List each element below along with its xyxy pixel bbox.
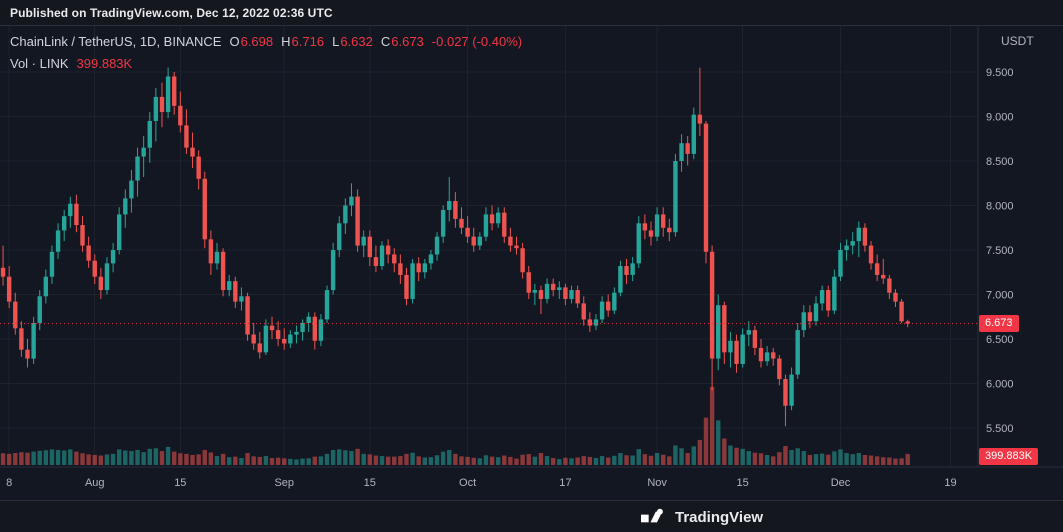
svg-text:15: 15	[364, 477, 376, 489]
published-bar: Published on TradingView.com, Dec 12, 20…	[0, 0, 1063, 26]
svg-text:Aug: Aug	[85, 477, 105, 489]
svg-text:6.500: 6.500	[986, 334, 1014, 346]
svg-text:9.000: 9.000	[986, 112, 1014, 124]
svg-text:6.000: 6.000	[986, 379, 1014, 391]
svg-text:8.500: 8.500	[986, 156, 1014, 168]
svg-text:19: 19	[944, 477, 956, 489]
chart-area: 5.500 6.000 6.500 7.000 7.500 8.000 8.500 9.000…	[0, 26, 1063, 500]
footer-bar: TradingView	[0, 500, 1063, 532]
candlestick-chart[interactable]: 5.500 6.000 6.500 7.000 7.500 8.000 8.500 9.000…	[0, 26, 1063, 500]
volume-row-label: Vol · LINK	[10, 56, 69, 71]
svg-text:7.000: 7.000	[986, 290, 1014, 302]
svg-text:8: 8	[6, 477, 12, 489]
ohlc-row: ChainLink / TetherUS, 1D, BINANCE O 6.698…	[10, 34, 522, 49]
change-value: -0.027 (-0.40%)	[431, 34, 523, 49]
high-value: H 6.716	[281, 34, 325, 49]
volume-row: Vol · LINK 399.883K	[10, 56, 522, 71]
symbol-title[interactable]: ChainLink / TetherUS, 1D, BINANCE	[10, 34, 222, 49]
svg-text:9.500: 9.500	[986, 67, 1014, 79]
chart-legend: ChainLink / TetherUS, 1D, BINANCE O 6.698…	[10, 34, 522, 78]
svg-text:Sep: Sep	[274, 477, 294, 489]
published-text: Published on TradingView.com, Dec 12, 20…	[10, 5, 333, 20]
close-value: C 6.673	[380, 34, 424, 49]
last-price-label: 6.673	[979, 315, 1019, 332]
svg-text:5.500: 5.500	[986, 423, 1014, 435]
svg-text:17: 17	[559, 477, 571, 489]
last-volume-label: 399.883K	[979, 448, 1039, 465]
volume-row-value: 399.883K	[76, 56, 133, 71]
svg-text:15: 15	[174, 477, 186, 489]
svg-text:7.500: 7.500	[986, 245, 1014, 257]
quote-unit-label: USDT	[1001, 34, 1034, 48]
svg-text:Dec: Dec	[831, 477, 851, 489]
tradingview-brand-text: TradingView	[675, 508, 764, 526]
tradingview-logo-icon	[641, 508, 663, 523]
open-value: O 6.698	[229, 34, 274, 49]
svg-text:8.000: 8.000	[986, 201, 1014, 213]
tradingview-logo-link[interactable]: TradingView	[641, 501, 763, 532]
svg-text:Nov: Nov	[647, 477, 667, 489]
svg-text:15: 15	[737, 477, 749, 489]
low-value: L 6.632	[332, 34, 373, 49]
svg-text:Oct: Oct	[459, 477, 476, 489]
